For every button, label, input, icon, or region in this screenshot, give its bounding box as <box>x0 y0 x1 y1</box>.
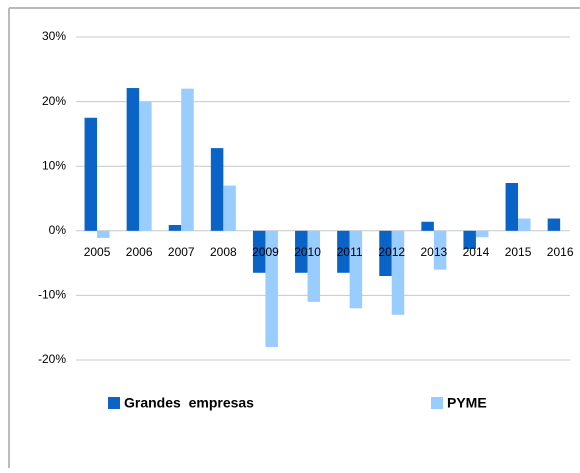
x-tick-label: 2005 <box>84 245 111 259</box>
bar <box>168 224 182 231</box>
x-tick-label: 2009 <box>252 245 279 259</box>
bar <box>252 230 266 273</box>
bar <box>379 230 392 277</box>
x-tick-label: 2010 <box>294 245 321 259</box>
y-tick-label: -10% <box>38 288 66 302</box>
bar <box>139 101 152 231</box>
bar <box>84 117 98 231</box>
y-tick-label: -20% <box>38 352 66 366</box>
bar <box>505 182 519 231</box>
y-tick-label: 30% <box>42 29 66 43</box>
legend-swatch <box>431 397 443 409</box>
y-tick-label: 0% <box>49 223 67 237</box>
x-tick-label: 2011 <box>337 245 363 259</box>
bar <box>421 221 434 231</box>
bar <box>518 218 531 231</box>
bar <box>265 230 278 348</box>
bar <box>391 230 405 315</box>
bar <box>433 230 447 270</box>
bar <box>475 230 489 238</box>
bar <box>223 185 236 231</box>
bar <box>349 230 363 309</box>
legend-swatch <box>108 397 120 409</box>
x-tick-label: 2016 <box>547 245 574 259</box>
bar <box>337 230 350 273</box>
x-tick-label: 2007 <box>168 245 195 259</box>
bar <box>181 88 194 231</box>
legend-label: PYME <box>447 395 487 411</box>
bar <box>463 230 476 249</box>
bar <box>547 218 561 231</box>
x-tick-label: 2014 <box>463 245 490 259</box>
bar <box>307 230 321 302</box>
bar <box>295 230 308 273</box>
y-tick-label: 10% <box>42 158 66 172</box>
y-tick-label: 20% <box>42 94 66 108</box>
bar <box>97 230 110 238</box>
bar <box>210 148 224 231</box>
x-tick-label: 2015 <box>505 245 532 259</box>
x-tick-label: 2013 <box>420 245 447 259</box>
x-tick-label: 2008 <box>210 245 237 259</box>
bar <box>126 88 140 231</box>
legend-label: Grandes empresas <box>124 395 254 411</box>
x-tick-label: 2006 <box>126 245 153 259</box>
x-tick-label: 2012 <box>378 245 405 259</box>
